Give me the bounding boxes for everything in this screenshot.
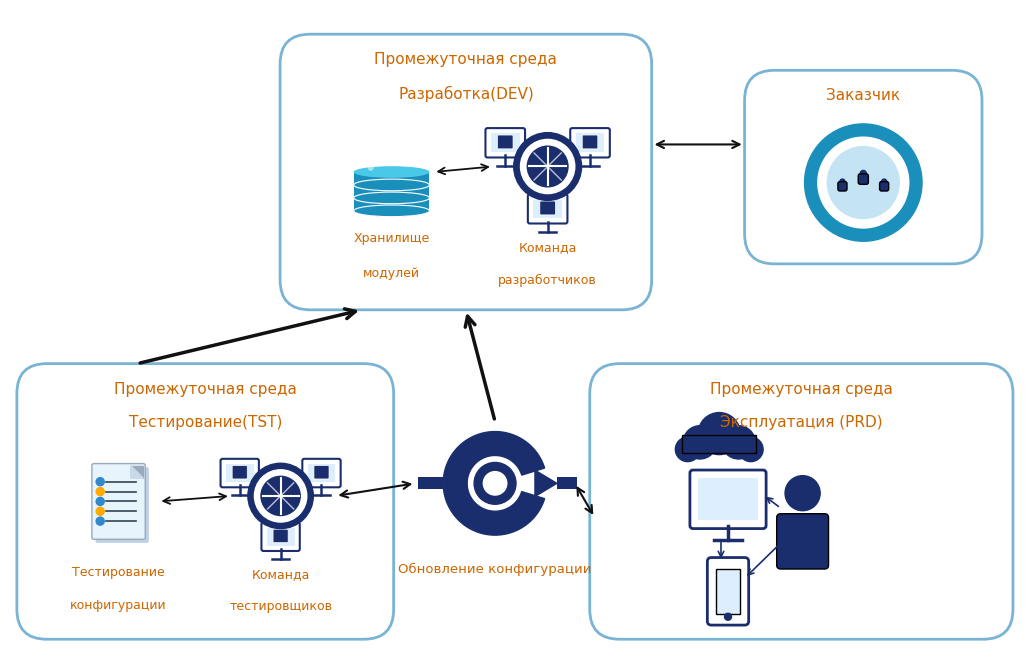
Polygon shape	[130, 465, 143, 478]
Text: Разработка(DEV): Разработка(DEV)	[398, 86, 534, 102]
FancyBboxPatch shape	[232, 465, 247, 479]
FancyBboxPatch shape	[354, 172, 430, 211]
FancyBboxPatch shape	[699, 478, 758, 521]
Text: Хранилище: Хранилище	[353, 232, 430, 244]
FancyBboxPatch shape	[533, 200, 562, 218]
Text: Промежуточная среда: Промежуточная среда	[375, 52, 557, 67]
Circle shape	[721, 426, 756, 459]
Circle shape	[882, 179, 887, 184]
FancyBboxPatch shape	[485, 128, 525, 158]
FancyBboxPatch shape	[557, 477, 576, 490]
Circle shape	[839, 179, 845, 184]
FancyBboxPatch shape	[540, 201, 556, 215]
Circle shape	[255, 470, 306, 522]
Circle shape	[96, 498, 105, 505]
Circle shape	[96, 507, 105, 515]
FancyBboxPatch shape	[226, 464, 254, 482]
Text: модулей: модулей	[363, 267, 420, 279]
FancyBboxPatch shape	[498, 135, 513, 149]
Ellipse shape	[354, 205, 430, 217]
FancyBboxPatch shape	[590, 364, 1013, 639]
FancyBboxPatch shape	[838, 182, 847, 191]
Ellipse shape	[354, 166, 430, 178]
Circle shape	[676, 437, 700, 462]
FancyBboxPatch shape	[314, 465, 329, 479]
FancyBboxPatch shape	[880, 182, 889, 191]
FancyBboxPatch shape	[707, 558, 748, 625]
FancyBboxPatch shape	[776, 514, 829, 569]
FancyBboxPatch shape	[280, 34, 652, 310]
FancyBboxPatch shape	[262, 523, 300, 551]
Ellipse shape	[354, 179, 430, 190]
FancyBboxPatch shape	[302, 459, 341, 487]
FancyBboxPatch shape	[17, 364, 393, 639]
Circle shape	[248, 463, 314, 529]
Circle shape	[474, 463, 516, 504]
FancyBboxPatch shape	[95, 467, 149, 543]
FancyBboxPatch shape	[418, 477, 443, 490]
Text: Тестирование(TST): Тестирование(TST)	[128, 415, 282, 430]
FancyBboxPatch shape	[307, 464, 335, 482]
Polygon shape	[443, 432, 544, 535]
Text: Эксплуатация (PRD): Эксплуатация (PRD)	[720, 415, 883, 430]
FancyBboxPatch shape	[267, 528, 295, 546]
Polygon shape	[535, 471, 557, 496]
Circle shape	[261, 476, 300, 515]
Text: Тестирование: Тестирование	[72, 566, 165, 579]
Text: Команда: Команда	[252, 567, 309, 581]
Text: Команда: Команда	[519, 241, 576, 254]
FancyBboxPatch shape	[682, 436, 757, 453]
Text: Обновление конфигурации: Обновление конфигурации	[398, 563, 592, 576]
FancyBboxPatch shape	[744, 71, 982, 264]
Text: Промежуточная среда: Промежуточная среда	[114, 382, 297, 397]
Circle shape	[96, 478, 105, 486]
FancyBboxPatch shape	[528, 194, 567, 223]
Circle shape	[860, 171, 866, 177]
Circle shape	[483, 472, 507, 495]
FancyBboxPatch shape	[273, 529, 288, 542]
Text: Промежуточная среда: Промежуточная среда	[710, 382, 893, 397]
Ellipse shape	[354, 192, 430, 204]
Circle shape	[683, 426, 716, 459]
Text: Заказчик: Заказчик	[826, 88, 900, 103]
Circle shape	[804, 124, 922, 241]
Circle shape	[513, 132, 582, 200]
FancyBboxPatch shape	[491, 134, 520, 152]
FancyBboxPatch shape	[570, 128, 610, 158]
FancyBboxPatch shape	[92, 463, 145, 539]
Circle shape	[739, 437, 763, 462]
Circle shape	[827, 146, 899, 219]
Circle shape	[699, 413, 740, 455]
Circle shape	[818, 137, 909, 228]
Circle shape	[96, 488, 105, 496]
Circle shape	[96, 517, 105, 525]
Ellipse shape	[354, 205, 430, 217]
FancyBboxPatch shape	[690, 470, 766, 529]
Circle shape	[786, 476, 820, 511]
Circle shape	[527, 146, 568, 186]
Circle shape	[724, 614, 732, 620]
FancyBboxPatch shape	[220, 459, 259, 487]
Text: разработчиков: разработчиков	[498, 274, 597, 287]
FancyBboxPatch shape	[716, 569, 740, 614]
Circle shape	[521, 140, 574, 194]
Text: тестировщиков: тестировщиков	[229, 600, 332, 614]
FancyBboxPatch shape	[858, 174, 868, 185]
Polygon shape	[130, 465, 143, 478]
FancyBboxPatch shape	[583, 135, 598, 149]
FancyBboxPatch shape	[575, 134, 604, 152]
Text: конфигурации: конфигурации	[70, 599, 167, 612]
